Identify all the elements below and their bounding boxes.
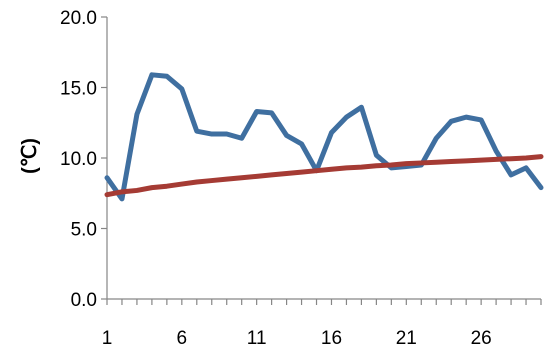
series-1-point [209,132,214,137]
series-2-point [149,185,154,190]
x-tick-label: 26 [471,328,492,349]
series-1-point [299,141,304,146]
series-layer [104,72,544,202]
series-1-point [119,196,124,201]
series-2-point [389,163,394,168]
series-line-1 [104,72,544,202]
series-1-point [434,136,439,141]
series-2-point [239,175,244,180]
y-tick-label: 15.0 [60,79,97,100]
series-1-point [494,148,499,153]
y-tick-label: 10.0 [60,149,97,170]
series-2-point [524,156,529,161]
series-1-point [105,175,110,180]
series-2-point [254,174,259,179]
series-1-point [449,119,454,124]
x-tick-label: 6 [177,328,188,349]
series-2-point [494,157,499,162]
series-1-point [479,117,484,122]
y-axis-title: (℃) [19,138,41,174]
series-2-point [119,189,124,194]
series-1-point [239,136,244,141]
series-1-point [374,153,379,158]
series-2-point [449,159,454,164]
series-1-point [344,115,349,120]
x-tick-label: 21 [396,328,417,349]
series-1-point [359,105,364,110]
series-1-point [329,130,334,135]
series-1-point [269,110,274,115]
series-1-point [464,115,469,120]
series-1-point [539,185,544,190]
labels-layer: 0.05.010.015.020.01 6 11 16 21 26 [60,8,492,349]
x-tick-label: 11 [247,328,267,349]
series-line-2 [104,154,544,198]
series-2-point [314,168,319,173]
series-2-point [105,192,110,197]
series-2-point [284,171,289,176]
series-2-point [344,165,349,170]
series-2-point [359,165,364,170]
series-1-point [254,109,259,114]
series-2-point [374,163,379,168]
axes [101,16,542,305]
series-2-point [479,158,484,163]
series-2-point [419,160,424,165]
series-1-point [164,74,169,79]
series-1-point [179,86,184,91]
series-2-point [434,160,439,165]
x-tick-label: 1 [102,328,113,349]
series-2-point [299,170,304,175]
y-tick-label: 0.0 [71,290,97,311]
series-2-point [464,158,469,163]
series-1-point [524,165,529,170]
series-2-point [134,188,139,193]
series-1-point [284,133,289,138]
series-2-point [179,182,184,187]
series-1-point [194,129,199,134]
series-2-point [269,172,274,177]
series-2-point [224,177,229,182]
series-2-point [164,184,169,189]
x-tick-label: 16 [321,328,342,349]
series-2-point [509,156,514,161]
series-2-point [404,161,409,166]
series-1-point [134,112,139,117]
y-tick-label: 20.0 [60,8,97,29]
series-2-point [209,178,214,183]
series-1-point [224,132,229,137]
series-2-point [194,179,199,184]
y-tick-label: 5.0 [71,220,97,241]
series-1-point [509,172,514,177]
series-1-point [149,72,154,77]
series-2-point [539,154,544,159]
series-2-point [329,167,334,172]
